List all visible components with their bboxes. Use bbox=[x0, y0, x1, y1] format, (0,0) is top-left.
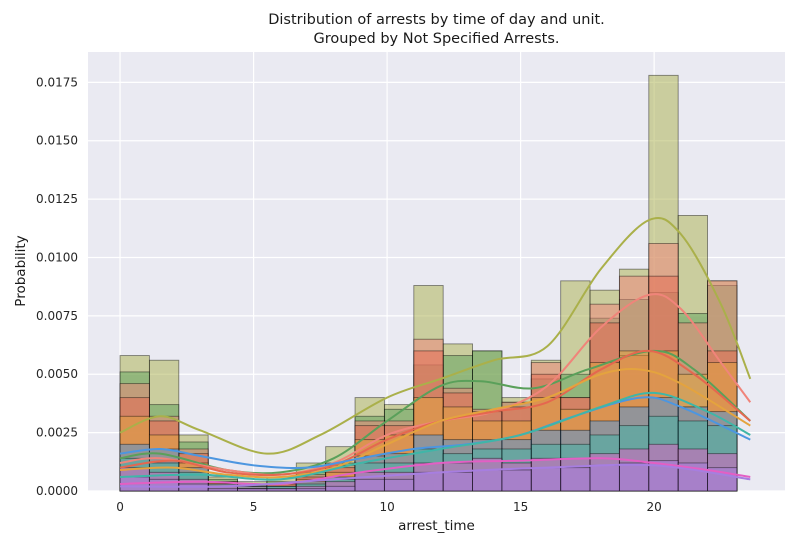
kde-line bbox=[120, 367, 751, 479]
histogram-bar bbox=[589, 464, 620, 492]
y-tick-label: 0.0150 bbox=[36, 134, 78, 148]
histogram-bar bbox=[618, 462, 650, 492]
kde-line bbox=[120, 463, 751, 488]
y-tick-label: 0.0050 bbox=[36, 367, 78, 381]
kde-curves bbox=[119, 216, 752, 488]
histogram-bar bbox=[325, 485, 356, 492]
y-tick-label: 0.0175 bbox=[36, 75, 78, 89]
histogram-bar bbox=[383, 478, 415, 492]
kde-line bbox=[119, 396, 751, 470]
kde-line bbox=[119, 216, 752, 455]
x-tick-label: 15 bbox=[513, 500, 528, 514]
histogram-bar bbox=[560, 467, 591, 492]
x-tick-label: 10 bbox=[379, 500, 394, 514]
chart-title: Distribution of arrests by time of day a… bbox=[268, 12, 605, 28]
y-axis-label: Probability bbox=[13, 235, 29, 307]
y-tick-label: 0.0075 bbox=[36, 309, 78, 323]
y-tick-label: 0.0125 bbox=[36, 192, 78, 206]
histogram-bar bbox=[354, 478, 385, 492]
histogram-bar bbox=[472, 469, 503, 492]
kde-line bbox=[120, 457, 751, 486]
histogram-bar bbox=[295, 488, 327, 492]
histogram-bar bbox=[501, 469, 532, 492]
histogram-bar bbox=[530, 467, 562, 492]
x-tick-label: 20 bbox=[647, 500, 662, 514]
x-axis-label: arrest_time bbox=[398, 518, 475, 534]
histogram-bar bbox=[442, 471, 474, 492]
histogram-bar bbox=[266, 488, 297, 492]
kde-line bbox=[119, 293, 752, 476]
y-tick-label: 0.0100 bbox=[36, 250, 78, 264]
histogram-bar bbox=[237, 488, 268, 492]
histogram-bar bbox=[413, 471, 444, 492]
y-tick-label: 0.0025 bbox=[36, 426, 78, 440]
kde-line bbox=[120, 391, 751, 481]
x-tick-label: 0 bbox=[116, 500, 124, 514]
histogram-bar bbox=[148, 478, 180, 492]
chart-subtitle: Grouped by Not Specified Arrests. bbox=[313, 31, 560, 47]
tick-labels: 0 5 10 15 20 0.0000 0.0025 0.0050 0.0075 0.0100 0.… bbox=[36, 75, 662, 514]
x-tick-label: 5 bbox=[250, 500, 258, 514]
y-tick-label: 0.0000 bbox=[36, 484, 78, 498]
histogram-bar bbox=[207, 488, 238, 492]
